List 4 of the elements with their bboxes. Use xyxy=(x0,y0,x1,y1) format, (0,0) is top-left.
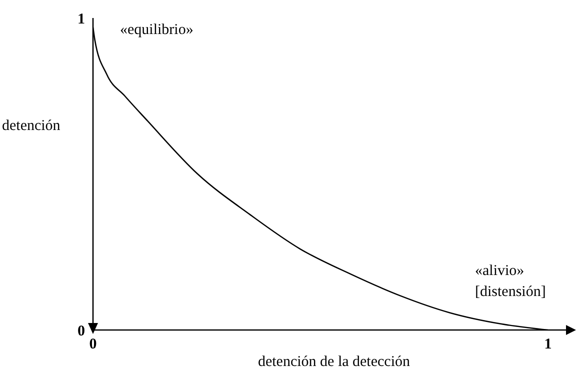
annotation: «alivio» [distensión] xyxy=(475,263,546,300)
annotation: «equilibrio» xyxy=(120,22,194,38)
y-axis-title: detención xyxy=(2,118,60,135)
x-axis-title: detención de la detección xyxy=(258,354,410,370)
